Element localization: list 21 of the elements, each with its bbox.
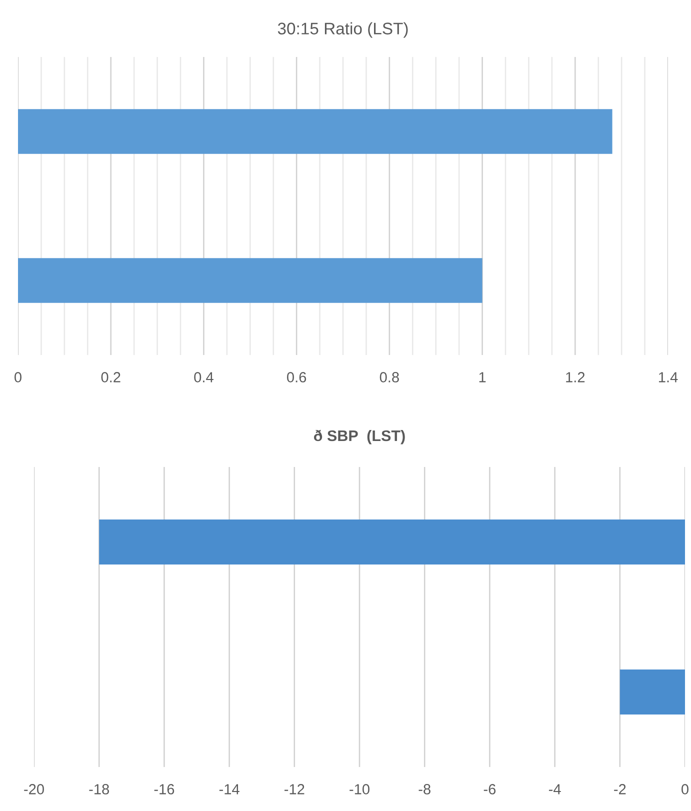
x-tick-label: -18	[89, 784, 110, 794]
x-tick-label: 0.4	[194, 372, 214, 382]
x-tick-label: -14	[219, 784, 240, 794]
x-tick-label: 0	[14, 372, 22, 382]
x-tick-label: 0.2	[101, 372, 120, 382]
x-tick-label: -16	[154, 784, 174, 794]
x-tick-label: 1.2	[566, 372, 585, 382]
chart-title: ð SBP (LST)	[314, 430, 405, 444]
x-tick-label: 1	[479, 372, 486, 382]
x-tick-label: -12	[284, 784, 304, 794]
x-tick-label: -20	[24, 784, 44, 794]
chart-title: 30:15 Ratio (LST)	[278, 22, 408, 38]
x-tick-label: 0	[682, 784, 688, 794]
x-tick-label: 0.6	[287, 372, 306, 382]
x-tick-label: -10	[350, 784, 370, 794]
x-tick-label: -6	[484, 784, 496, 794]
x-tick-label: 1.4	[658, 372, 678, 382]
x-tick-label: -8	[418, 784, 430, 794]
x-tick-label: 0.8	[380, 372, 399, 382]
x-tick-label: -4	[548, 784, 561, 794]
x-tick-label: -2	[614, 784, 626, 794]
